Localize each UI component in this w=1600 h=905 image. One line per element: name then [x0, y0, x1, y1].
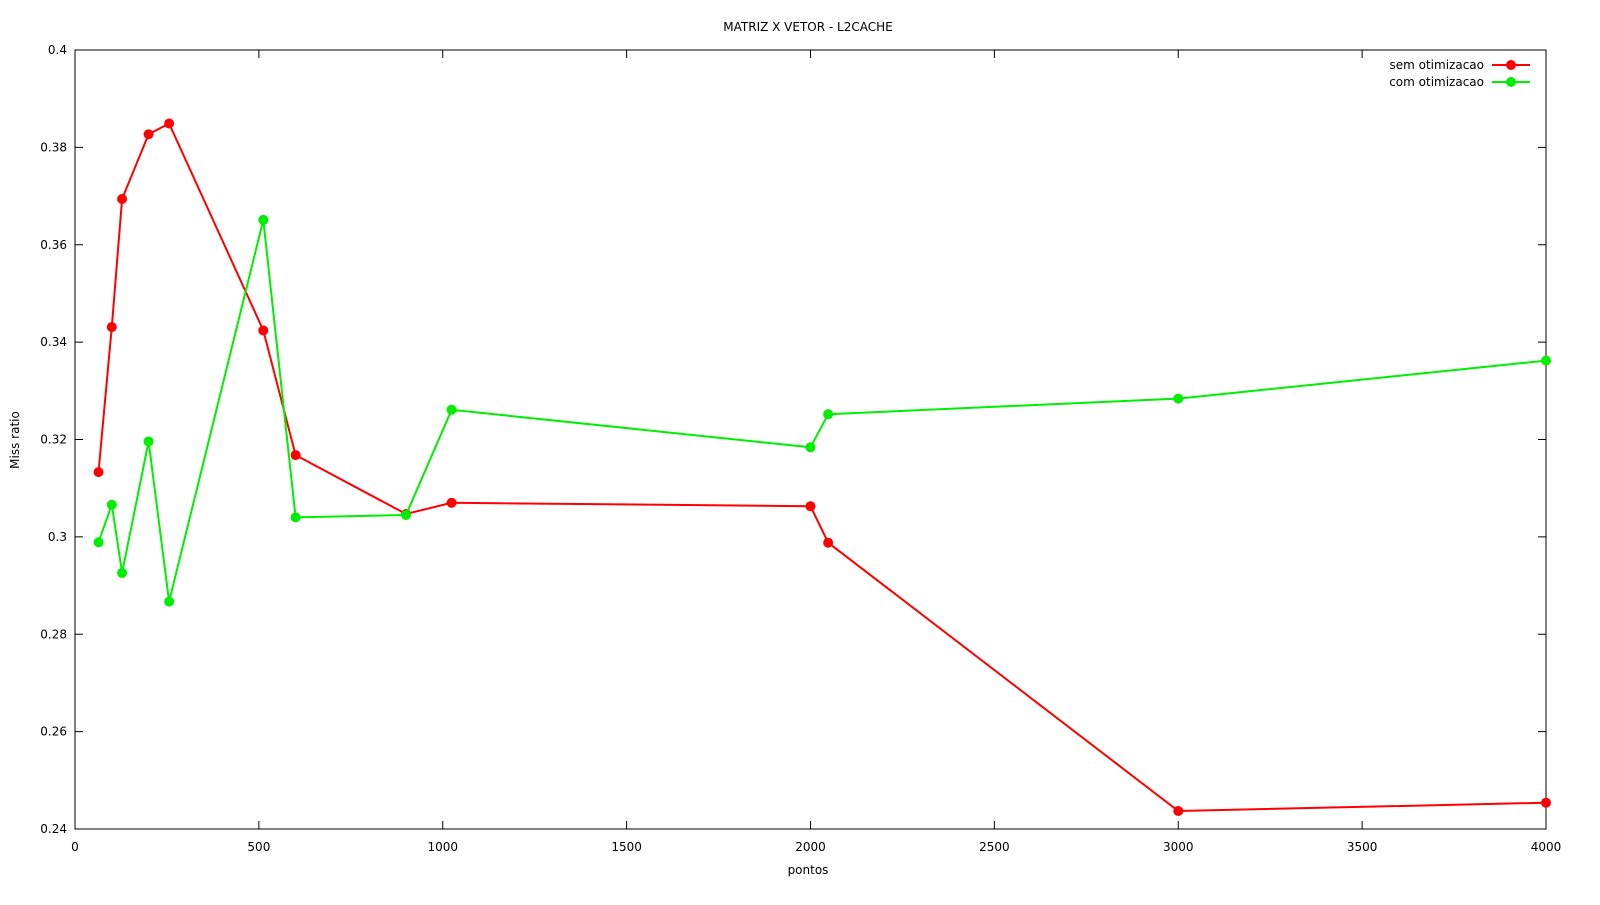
data-point [258, 325, 269, 336]
x-tick-label: 500 [247, 840, 270, 854]
legend-label: com otimizacao [1389, 75, 1484, 89]
x-tick-label: 4000 [1531, 840, 1562, 854]
data-point [446, 404, 457, 415]
x-axis-label: pontos [788, 863, 829, 877]
data-point [117, 567, 128, 578]
data-point [117, 193, 128, 204]
data-point [164, 118, 175, 129]
data-point [1173, 805, 1184, 816]
data-point [400, 509, 411, 520]
y-tick-label: 0.36 [40, 238, 67, 252]
legend-item: sem otimizacao [1390, 58, 1530, 72]
data-point [823, 409, 834, 420]
y-tick-label: 0.32 [40, 433, 67, 447]
x-tick-label: 1000 [427, 840, 458, 854]
plot-frame [74, 49, 1547, 830]
series-com-otimizacao [93, 214, 1551, 607]
data-point [446, 497, 457, 508]
x-tick-label: 3000 [1163, 840, 1194, 854]
data-point [93, 537, 104, 548]
series-line [97, 122, 1547, 813]
legend: sem otimizacao com otimizacao [1389, 58, 1530, 89]
data-point [106, 499, 117, 510]
y-tick-label: 0.24 [40, 822, 67, 836]
legend-label: sem otimizacao [1390, 58, 1485, 72]
y-tick-label: 0.4 [48, 43, 67, 57]
series-line [97, 219, 1547, 602]
data-point [93, 467, 104, 478]
y-tick-label: 0.28 [40, 627, 67, 641]
data-point [143, 129, 154, 140]
x-tick-label: 3500 [1347, 840, 1378, 854]
legend-swatch-marker [1506, 77, 1516, 87]
chart-title: MATRIZ X VETOR - L2CACHE [723, 20, 892, 34]
series-layer [93, 118, 1551, 816]
axes: 0 500 1000 1500 2000 2500 3000 3500 4000 0.24 0.26… [40, 43, 1561, 854]
data-point [164, 596, 175, 607]
y-tick-label: 0.26 [40, 725, 67, 739]
data-point [106, 322, 117, 333]
y-tick-label: 0.3 [48, 530, 67, 544]
x-tick-label: 1500 [611, 840, 642, 854]
y-axis-label: Miss ratio [8, 411, 22, 469]
legend-item: com otimizacao [1389, 75, 1530, 89]
data-point [290, 450, 301, 461]
legend-swatch-marker [1506, 60, 1516, 70]
data-point [805, 442, 816, 453]
x-tick-label: 2000 [795, 840, 826, 854]
x-tick-label: 0 [71, 840, 79, 854]
data-point [258, 214, 269, 225]
data-point [1173, 393, 1184, 404]
y-tick-label: 0.34 [40, 335, 67, 349]
data-point [1541, 797, 1551, 808]
data-point [143, 436, 154, 447]
data-point [823, 537, 834, 548]
data-point [805, 501, 816, 512]
data-point [290, 512, 301, 523]
data-point [1541, 355, 1551, 366]
y-tick-label: 0.38 [40, 140, 67, 154]
series-sem-otimizacao [93, 118, 1551, 816]
x-tick-label: 2500 [979, 840, 1010, 854]
